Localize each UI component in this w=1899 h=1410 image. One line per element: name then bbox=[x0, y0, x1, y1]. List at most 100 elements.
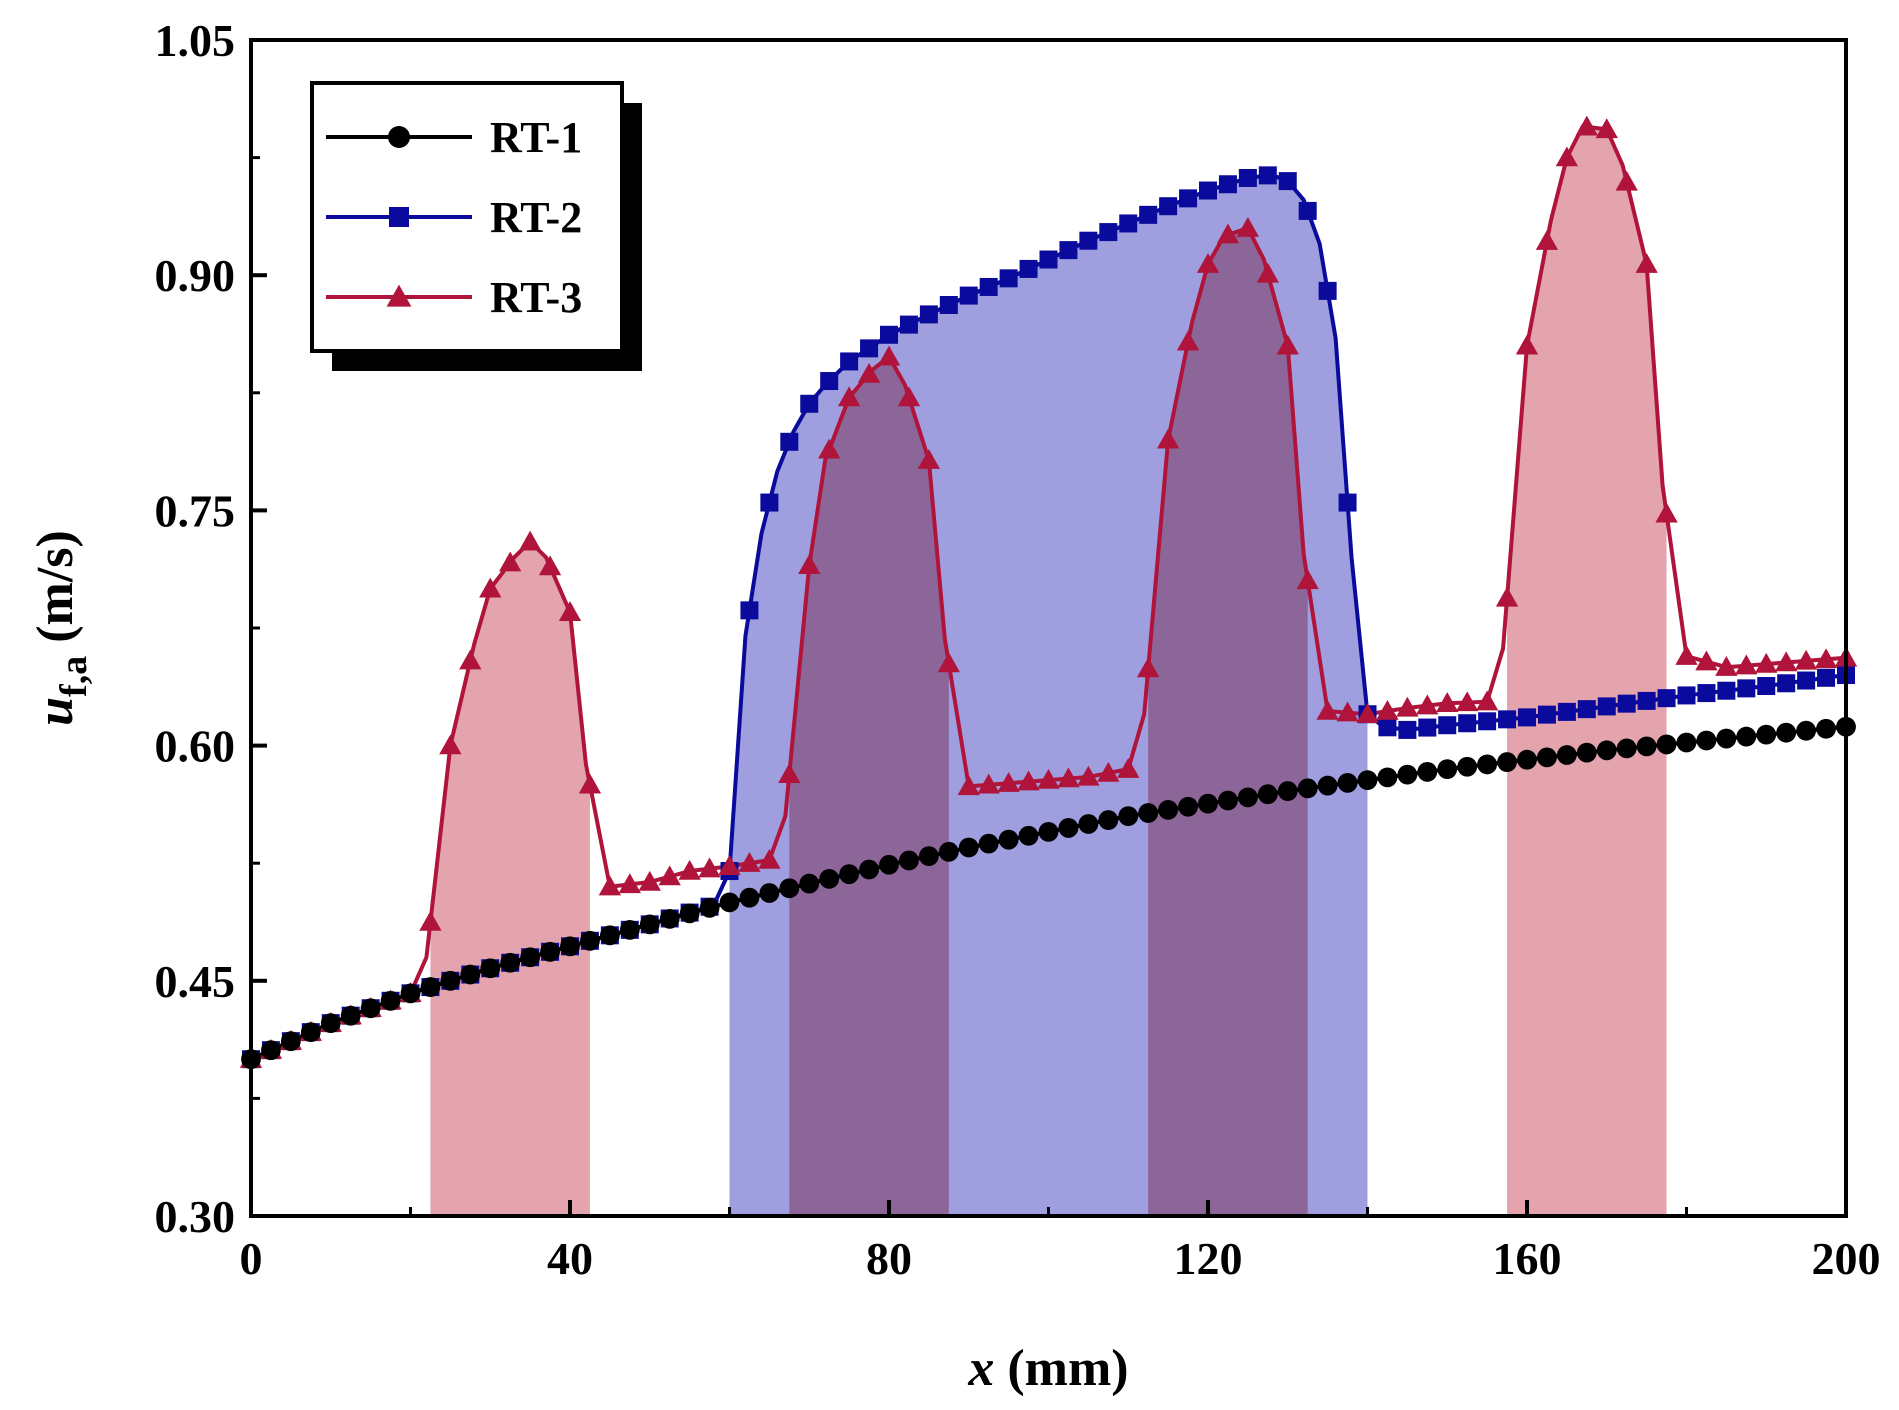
marker-rt-2 bbox=[959, 286, 978, 305]
marker-rt-1 bbox=[560, 936, 580, 957]
marker-rt-1 bbox=[440, 970, 461, 991]
axis-ticks bbox=[249, 38, 1848, 1218]
marker-rt-3 bbox=[1675, 645, 1698, 665]
marker-rt-2 bbox=[1617, 694, 1636, 713]
marker-rt-1 bbox=[639, 914, 660, 935]
y-tick-label: 0.45 bbox=[155, 956, 236, 1007]
marker-rt-2 bbox=[979, 277, 998, 296]
shaded-region-rt-3-2 bbox=[430, 541, 590, 1216]
marker-rt-1 bbox=[1676, 732, 1697, 753]
marker-rt-2 bbox=[919, 305, 938, 324]
marker-rt-1 bbox=[739, 887, 760, 908]
marker-rt-3 bbox=[1077, 765, 1100, 786]
marker-rt-3 bbox=[758, 848, 781, 869]
marker-rt-2 bbox=[1278, 172, 1297, 191]
marker-rt-1 bbox=[1437, 759, 1458, 780]
marker-rt-1 bbox=[1138, 803, 1159, 823]
marker-rt-3 bbox=[778, 763, 801, 784]
marker-rt-2 bbox=[1717, 681, 1736, 700]
marker-rt-1 bbox=[899, 850, 919, 871]
marker-rt-2 bbox=[1019, 259, 1038, 278]
marker-rt-3 bbox=[1396, 696, 1419, 717]
marker-rt-1 bbox=[819, 868, 840, 889]
marker-rt-2 bbox=[840, 352, 859, 371]
marker-rt-3 bbox=[1635, 253, 1658, 273]
marker-rt-1 bbox=[1277, 781, 1298, 801]
marker-rt-1 bbox=[659, 908, 680, 929]
marker-rt-1 bbox=[719, 892, 740, 913]
marker-rt-2 bbox=[1298, 201, 1317, 220]
marker-rt-3 bbox=[658, 865, 681, 886]
marker-rt-2 bbox=[1238, 168, 1257, 187]
marker-rt-1 bbox=[1756, 724, 1777, 745]
marker-rt-1 bbox=[1417, 761, 1438, 782]
marker-rt-3 bbox=[1615, 170, 1638, 191]
marker-rt-1 bbox=[1616, 738, 1637, 759]
axis-tick-labels: 0 40 80 120 160 200 0.30 0.45 0.60 0.75 0.90 1.05 bbox=[155, 15, 1881, 1284]
marker-rt-3 bbox=[1256, 262, 1279, 283]
marker-rt-1 bbox=[1656, 734, 1677, 755]
marker-rt-1 bbox=[580, 930, 600, 951]
marker-rt-3 bbox=[1775, 651, 1798, 672]
marker-rt-2 bbox=[1059, 241, 1078, 260]
marker-rt-1 bbox=[1198, 793, 1218, 814]
marker-rt-3 bbox=[897, 386, 921, 407]
marker-rt-3 bbox=[738, 852, 761, 872]
marker-rt-1 bbox=[1257, 784, 1278, 805]
legend: RT-1 RT-2 RT-3 bbox=[310, 81, 642, 371]
x-tick-label: 200 bbox=[1812, 1233, 1881, 1284]
marker-rt-1 bbox=[1497, 752, 1517, 772]
marker-rt-3 bbox=[1515, 334, 1539, 355]
marker-rt-3 bbox=[1735, 654, 1758, 675]
y-axis-subscript: f,a bbox=[53, 656, 95, 697]
legend-marker-rt-1 bbox=[388, 126, 410, 148]
marker-rt-1 bbox=[799, 873, 820, 894]
marker-rt-3 bbox=[1037, 768, 1060, 789]
marker-rt-3 bbox=[1436, 692, 1459, 712]
marker-rt-1 bbox=[320, 1013, 341, 1034]
marker-rt-1 bbox=[1357, 770, 1378, 790]
shaded-regions bbox=[430, 126, 1667, 1217]
marker-rt-3 bbox=[1695, 650, 1718, 671]
marker-rt-3 bbox=[997, 772, 1020, 792]
marker-rt-1 bbox=[998, 829, 1019, 850]
legend-label-rt-1: RT-1 bbox=[490, 113, 582, 162]
x-tick-label: 0 bbox=[240, 1233, 263, 1284]
y-tick-label: 0.90 bbox=[155, 250, 236, 301]
marker-rt-2 bbox=[1318, 281, 1337, 300]
marker-rt-1 bbox=[759, 883, 780, 903]
marker-rt-3 bbox=[1755, 652, 1778, 673]
marker-rt-3 bbox=[877, 345, 901, 366]
legend-label-rt-2: RT-2 bbox=[490, 193, 582, 242]
x-axis-var: x bbox=[967, 1340, 994, 1397]
marker-rt-1 bbox=[1537, 747, 1557, 768]
marker-rt-2 bbox=[800, 394, 819, 413]
marker-rt-1 bbox=[400, 983, 421, 1004]
marker-rt-3 bbox=[1356, 703, 1379, 723]
marker-rt-2 bbox=[1557, 702, 1576, 721]
marker-rt-2 bbox=[1498, 710, 1517, 729]
marker-rt-3 bbox=[419, 910, 442, 931]
marker-rt-3 bbox=[1495, 586, 1519, 607]
marker-rt-1 bbox=[918, 846, 939, 867]
marker-rt-1 bbox=[938, 841, 959, 862]
marker-rt-3 bbox=[479, 577, 502, 598]
marker-rt-3 bbox=[1794, 649, 1818, 670]
marker-rt-2 bbox=[1199, 181, 1217, 200]
marker-rt-2 bbox=[1757, 677, 1776, 696]
marker-rt-2 bbox=[1677, 686, 1696, 705]
marker-rt-3 bbox=[1176, 330, 1200, 351]
shaded-region-rt-3-4 bbox=[1148, 228, 1308, 1216]
marker-rt-1 bbox=[1118, 806, 1139, 827]
shaded-region-rt-3-3 bbox=[789, 356, 949, 1217]
marker-rt-1 bbox=[360, 998, 381, 1019]
marker-rt-3 bbox=[518, 530, 542, 551]
legend-marker-rt-2 bbox=[389, 207, 409, 227]
marker-rt-2 bbox=[760, 493, 779, 512]
marker-rt-2 bbox=[1537, 705, 1556, 724]
marker-rt-2 bbox=[1418, 718, 1437, 737]
marker-rt-3 bbox=[1296, 569, 1319, 590]
marker-rt-2 bbox=[1438, 716, 1457, 735]
marker-rt-1 bbox=[1457, 756, 1478, 777]
marker-rt-3 bbox=[957, 775, 980, 796]
